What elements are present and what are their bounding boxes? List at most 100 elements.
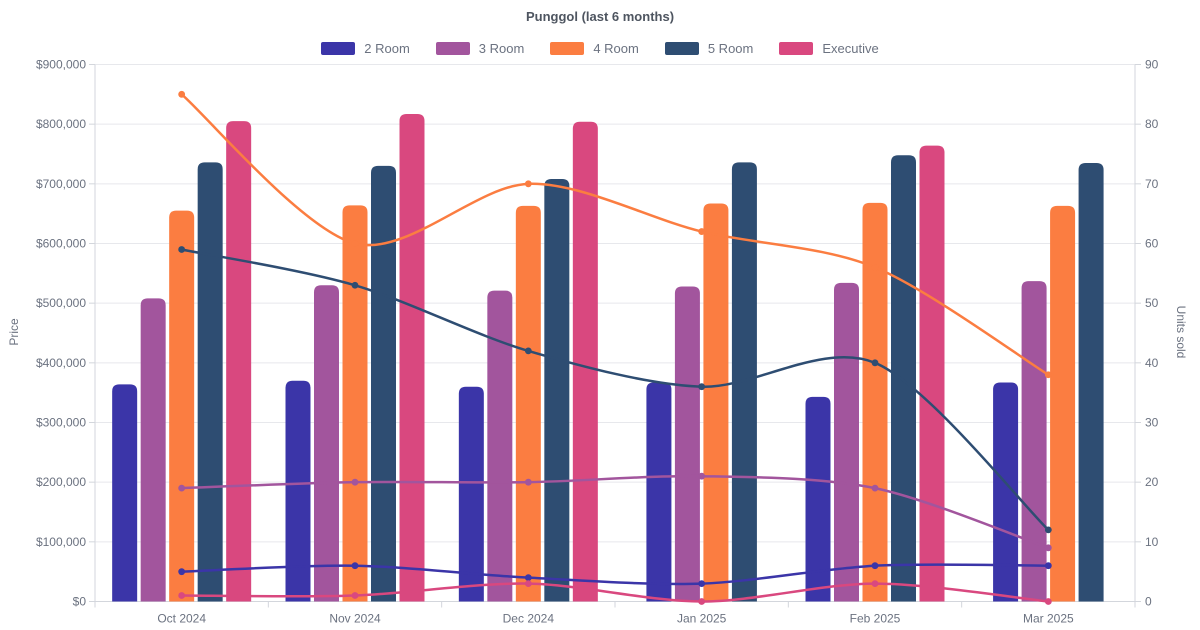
left-axis-tick-label: $700,000 (36, 177, 86, 191)
left-axis-tick-label: $500,000 (36, 296, 86, 310)
bar-4-room-jan-2025[interactable] (703, 203, 729, 602)
bar-5-room-feb-2025[interactable] (891, 155, 916, 602)
point-4-room-jan-2025[interactable] (698, 228, 706, 235)
point-2-room-nov-2024[interactable] (351, 562, 359, 570)
bar-2-room-dec-2024[interactable] (458, 386, 484, 602)
bar-3-room-jan-2025[interactable] (674, 286, 700, 602)
point-2-room-feb-2025[interactable] (871, 562, 879, 570)
bar-executive-nov-2024[interactable] (399, 114, 425, 602)
bar-2-room-feb-2025[interactable] (805, 396, 831, 602)
line-5-room-units (180, 248, 1050, 532)
right-axis-tick-label: 0 (1145, 595, 1152, 609)
legend-item-5-room[interactable]: 5 Room (664, 41, 754, 56)
right-axis-tick-label: 30 (1145, 416, 1159, 430)
line-2-room-units (180, 563, 1050, 586)
legend-label: Executive (822, 41, 879, 56)
left-axis-tick-label: $300,000 (36, 416, 86, 430)
point-2-room-dec-2024[interactable] (524, 574, 532, 582)
x-axis-label-oct-2024: Oct 2024 (157, 612, 206, 626)
bar-3-room-oct-2024[interactable] (140, 298, 166, 602)
bar-executive-oct-2024[interactable] (226, 121, 252, 602)
point-executive-oct-2024[interactable] (178, 592, 186, 599)
right-axis-tick-label: 80 (1145, 117, 1159, 131)
legend-swatch-icon (779, 42, 814, 55)
bar-executive-feb-2025[interactable] (919, 145, 945, 602)
x-axis-label-mar-2025: Mar 2025 (1023, 612, 1074, 626)
right-axis-tick-label: 10 (1145, 535, 1159, 549)
bar-4-room-dec-2024[interactable] (515, 205, 541, 602)
bar-3-room-dec-2024[interactable] (487, 290, 513, 602)
point-3-room-oct-2024[interactable] (178, 484, 186, 492)
point-2-room-jan-2025[interactable] (698, 580, 706, 587)
bar-5-room-dec-2024[interactable] (544, 179, 570, 602)
chart-legend: 2 Room 3 Room 4 Room 5 Room Executive (0, 41, 1200, 56)
point-4-room-nov-2024[interactable] (351, 240, 359, 247)
bar-3-room-nov-2024[interactable] (314, 285, 339, 602)
bar-4-room-nov-2024[interactable] (342, 205, 368, 602)
chart-title: Punggol (last 6 months) (525, 9, 675, 24)
bar-executive-dec-2024[interactable] (572, 121, 598, 602)
legend-item-2-room[interactable]: 2 Room (321, 41, 410, 56)
bar-3-room-feb-2025[interactable] (834, 282, 859, 602)
bar-2-room-mar-2025[interactable] (993, 382, 1019, 602)
legend-label: 2 Room (364, 41, 410, 56)
left-axis-tick-label: $600,000 (36, 237, 86, 251)
point-5-room-dec-2024[interactable] (524, 347, 532, 355)
bar-5-room-nov-2024[interactable] (371, 165, 396, 602)
legend-swatch-icon (321, 42, 356, 55)
point-executive-feb-2025[interactable] (871, 580, 879, 587)
right-axis-tick-label: 50 (1145, 296, 1159, 310)
legend-swatch-icon (550, 42, 585, 55)
x-axis-label-dec-2024: Dec 2024 (503, 612, 555, 626)
line-4-room-units (180, 93, 1050, 377)
line-executive-units (180, 582, 1050, 603)
legend-item-3-room[interactable]: 3 Room (435, 41, 524, 56)
point-executive-mar-2025[interactable] (1044, 598, 1052, 605)
bar-2-room-nov-2024[interactable] (285, 380, 311, 602)
legend-swatch-icon (664, 42, 699, 55)
point-executive-nov-2024[interactable] (351, 592, 359, 599)
point-3-room-mar-2025[interactable] (1044, 544, 1052, 552)
x-axis-label-jan-2025: Jan 2025 (677, 612, 727, 626)
point-2-room-oct-2024[interactable] (178, 568, 186, 576)
point-4-room-feb-2025[interactable] (871, 263, 879, 271)
point-3-room-jan-2025[interactable] (698, 472, 706, 480)
point-4-room-oct-2024[interactable] (178, 90, 186, 98)
legend-label: 5 Room (707, 41, 754, 56)
point-3-room-feb-2025[interactable] (871, 484, 879, 492)
left-axis-tick-label: $200,000 (36, 475, 86, 489)
bar-2-room-oct-2024[interactable] (112, 384, 138, 602)
bar-5-room-oct-2024[interactable] (197, 162, 223, 602)
bar-5-room-jan-2025[interactable] (731, 162, 757, 602)
point-5-room-mar-2025[interactable] (1044, 526, 1052, 534)
bar-4-room-feb-2025[interactable] (862, 202, 888, 602)
point-2-room-mar-2025[interactable] (1044, 562, 1052, 570)
legend-label: 4 Room (593, 41, 639, 56)
point-executive-dec-2024[interactable] (524, 580, 532, 587)
point-5-room-oct-2024[interactable] (178, 246, 186, 253)
legend-item-4-room[interactable]: 4 Room (550, 41, 639, 56)
point-4-room-mar-2025[interactable] (1044, 371, 1052, 379)
x-axis-label-feb-2025: Feb 2025 (850, 612, 901, 626)
point-executive-jan-2025[interactable] (698, 598, 706, 605)
right-axis-tick-label: 70 (1145, 177, 1159, 191)
point-3-room-nov-2024[interactable] (351, 478, 359, 486)
bar-4-room-mar-2025[interactable] (1050, 205, 1076, 602)
point-3-room-dec-2024[interactable] (524, 478, 532, 486)
bar-5-room-mar-2025[interactable] (1078, 162, 1104, 602)
point-5-room-feb-2025[interactable] (871, 359, 879, 367)
legend-item-executive[interactable]: Executive (779, 41, 879, 56)
bar-4-room-oct-2024[interactable] (169, 210, 195, 602)
bar-2-room-jan-2025[interactable] (646, 382, 672, 602)
bar-3-room-mar-2025[interactable] (1021, 281, 1047, 602)
legend-swatch-icon (435, 42, 470, 55)
point-4-room-dec-2024[interactable] (524, 180, 532, 188)
point-5-room-jan-2025[interactable] (698, 383, 706, 391)
x-axis-label-nov-2024: Nov 2024 (329, 612, 381, 626)
right-axis-tick-label: 40 (1145, 356, 1159, 370)
left-axis-tick-label: $900,000 (36, 58, 86, 72)
point-5-room-nov-2024[interactable] (351, 281, 359, 289)
right-axis-tick-label: 90 (1145, 58, 1159, 72)
